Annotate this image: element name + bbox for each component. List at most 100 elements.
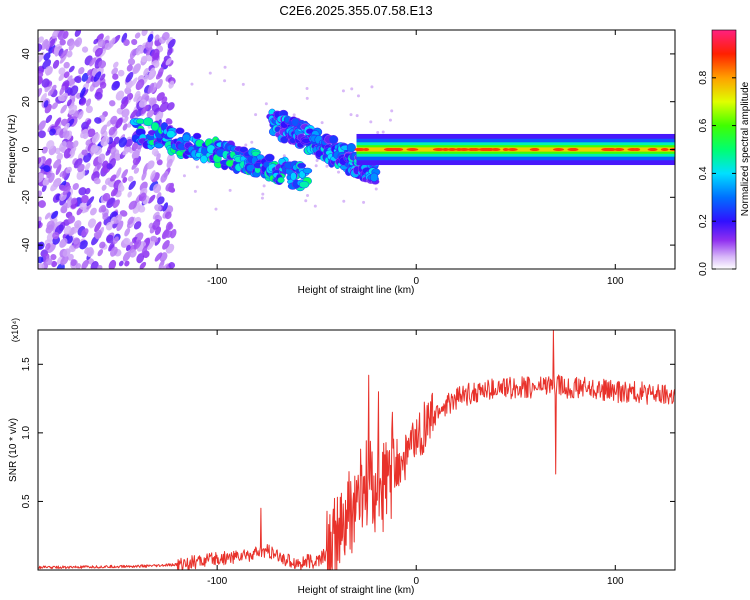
- noise-blob: [67, 215, 76, 224]
- faint-dot: [208, 71, 212, 75]
- faint-dot: [250, 140, 254, 144]
- faint-dot: [214, 207, 218, 211]
- carrier-peak: [363, 148, 370, 151]
- noise-blob: [156, 153, 161, 161]
- echo-track-blob: [143, 117, 154, 127]
- noise-blob: [165, 57, 172, 66]
- noise-blob: [116, 220, 124, 232]
- noise-blob: [135, 79, 145, 91]
- echo-track-blob: [297, 162, 307, 169]
- carrier-peak: [355, 148, 366, 151]
- faint-dot: [374, 187, 378, 191]
- noise-blob: [129, 249, 137, 258]
- noise-blob: [79, 202, 87, 210]
- noise-blob: [85, 98, 92, 107]
- noise-blob: [38, 76, 43, 86]
- faint-dot: [337, 170, 341, 174]
- noise-blob: [48, 38, 56, 48]
- noise-blob: [121, 169, 129, 179]
- noise-blob: [121, 108, 130, 118]
- noise-blob: [96, 264, 103, 269]
- noise-blob: [152, 219, 161, 230]
- noise-blob: [168, 262, 176, 269]
- noise-blob: [51, 210, 59, 219]
- noise-blob: [162, 202, 169, 212]
- colorbar-label: Normalized spectral amplitude: [740, 81, 750, 216]
- noise-blob: [117, 181, 123, 191]
- noise-blob: [45, 114, 53, 124]
- noise-blob: [63, 122, 70, 133]
- noise-blob: [60, 255, 69, 266]
- y-tick-label: -20: [21, 190, 32, 205]
- noise-blob: [97, 153, 106, 163]
- noise-blob: [108, 152, 116, 163]
- carrier-peak: [552, 148, 565, 151]
- snr-frame: [37, 329, 676, 571]
- y-tick-label: -40: [21, 237, 32, 252]
- noise-blob: [43, 40, 51, 49]
- noise-blob: [90, 144, 99, 154]
- echo-track-blob: [302, 167, 313, 174]
- noise-blob: [60, 48, 69, 59]
- noise-blob: [84, 187, 91, 195]
- noise-blob: [100, 48, 107, 57]
- noise-blob: [38, 36, 44, 44]
- noise-blob: [154, 34, 160, 41]
- noise-blob: [148, 67, 155, 78]
- noise-blob: [166, 158, 173, 169]
- noise-blob: [43, 100, 49, 108]
- faint-dot: [254, 113, 258, 117]
- noise-blob: [118, 137, 127, 148]
- noise-blob: [98, 60, 107, 69]
- noise-blob: [146, 160, 155, 170]
- noise-blob: [147, 33, 154, 43]
- noise-blob: [80, 128, 89, 139]
- noise-blob: [117, 69, 125, 77]
- echo-track-blob: [277, 176, 285, 184]
- noise-blob: [123, 116, 129, 124]
- noise-blob: [85, 105, 93, 114]
- carrier-peak: [613, 148, 625, 151]
- noise-blob: [108, 259, 117, 269]
- snr-panel: -100 0 100 0.5 1.0 1.5 Height of straight lin…: [8, 318, 676, 596]
- noise-blob: [147, 240, 155, 251]
- faint-dot: [369, 120, 373, 124]
- noise-blob: [62, 185, 72, 196]
- y-tick-label: 0: [21, 146, 32, 152]
- noise-blob: [62, 130, 70, 139]
- noise-blob: [127, 216, 135, 225]
- noise-blob: [110, 174, 117, 182]
- noise-blob: [130, 77, 138, 87]
- echo-track-blob: [369, 172, 379, 182]
- colorbar-ticks: 0.0 0.2 0.4 0.6 0.8: [698, 70, 736, 276]
- noise-blob: [77, 163, 85, 173]
- noise-blob: [66, 50, 73, 58]
- noise-blob: [65, 166, 72, 174]
- noise-blob: [112, 61, 119, 69]
- noise-blob: [57, 30, 66, 41]
- noise-blob: [59, 85, 66, 96]
- carrier-peak: [531, 148, 540, 151]
- noise-blob: [127, 175, 134, 182]
- noise-blob: [81, 46, 89, 53]
- noise-blob: [141, 30, 148, 37]
- noise-blob: [145, 39, 154, 50]
- y-tick-label: 0.5: [21, 494, 32, 508]
- noise-blob: [68, 65, 75, 73]
- noise-blob: [129, 109, 138, 119]
- snr-ticks: -100 0 100 0.5 1.0 1.5: [21, 330, 675, 587]
- noise-blob: [90, 207, 97, 216]
- noise-blob: [55, 164, 62, 175]
- x-tick-label: 0: [413, 276, 419, 287]
- faint-dot: [325, 164, 329, 168]
- noise-blob: [133, 147, 142, 158]
- noise-blob: [60, 92, 69, 102]
- noise-blob: [122, 251, 131, 262]
- noise-blob: [108, 241, 115, 252]
- echo-track-blob: [182, 133, 191, 143]
- noise-blob: [164, 211, 172, 220]
- noise-blob: [118, 260, 124, 267]
- noise-blob: [94, 221, 102, 233]
- noise-blob: [70, 197, 78, 205]
- noise-blob: [93, 71, 102, 82]
